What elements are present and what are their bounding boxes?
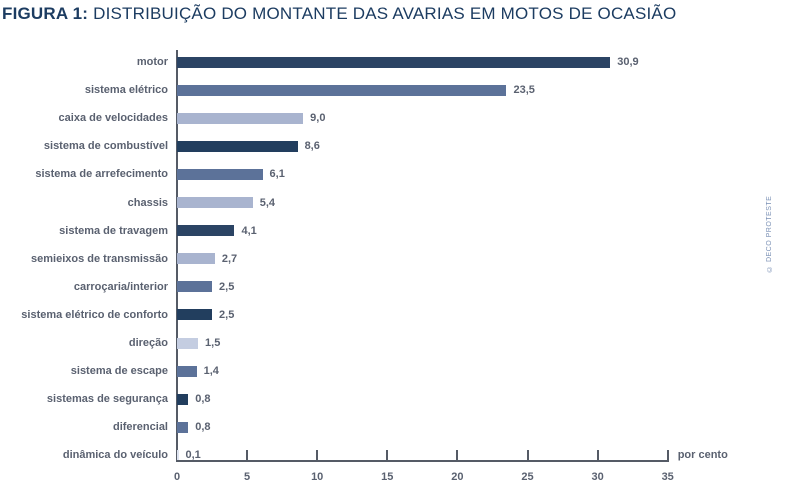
bar bbox=[177, 84, 507, 96]
category-label: sistema elétrico de conforto bbox=[21, 308, 168, 321]
figure-title-prefix: FIGURA 1: bbox=[2, 4, 89, 23]
x-axis-tick bbox=[666, 450, 669, 462]
x-axis-unit-label: por cento bbox=[677, 449, 728, 461]
bar bbox=[177, 168, 263, 180]
bar bbox=[177, 140, 298, 152]
category-label: caixa de velocidades bbox=[58, 112, 168, 125]
x-axis-tick bbox=[526, 450, 529, 462]
bar-value-label: 4,1 bbox=[241, 224, 257, 237]
x-axis-tick bbox=[596, 450, 599, 462]
x-axis-tick-label: 35 bbox=[661, 471, 674, 483]
bar-value-label: 23,5 bbox=[513, 84, 535, 97]
bar bbox=[177, 393, 189, 405]
bar-value-label: 1,5 bbox=[205, 337, 221, 349]
bar-value-label: 2,7 bbox=[221, 252, 238, 265]
x-axis-tick-label: 5 bbox=[244, 471, 251, 483]
figure-title: FIGURA 1: DISTRIBUIÇÃO DO MONTANTE DAS A… bbox=[2, 4, 676, 24]
bar bbox=[177, 281, 213, 293]
category-label: sistema de travagem bbox=[59, 224, 168, 237]
category-label: sistema de combustível bbox=[43, 140, 168, 153]
bar-value-label: 8,6 bbox=[304, 140, 320, 153]
bar bbox=[177, 197, 253, 208]
bar bbox=[177, 449, 179, 461]
category-label: sistemas de segurança bbox=[46, 393, 168, 406]
figure-title-text: DISTRIBUIÇÃO DO MONTANTE DAS AVARIAS EM … bbox=[88, 4, 677, 23]
bar-value-label: 2,5 bbox=[219, 280, 235, 293]
bar-value-label: 2,5 bbox=[219, 308, 235, 321]
category-label: diferencial bbox=[112, 421, 168, 434]
bar bbox=[177, 365, 197, 377]
bar bbox=[177, 309, 213, 321]
x-axis-tick-label: 25 bbox=[521, 471, 534, 483]
category-label: sistema elétrico bbox=[84, 84, 168, 97]
x-axis-tick bbox=[386, 450, 389, 462]
bar-value-label: 6,1 bbox=[269, 168, 285, 181]
category-label: direção bbox=[128, 337, 168, 349]
category-label: sistema de arrefecimento bbox=[35, 168, 168, 181]
category-label: carroçaria/interior bbox=[73, 280, 168, 293]
bar-value-label: 5,4 bbox=[259, 196, 275, 209]
x-axis-tick-label: 0 bbox=[173, 471, 181, 483]
bar bbox=[177, 56, 611, 68]
category-label: sistema de escape bbox=[70, 365, 168, 378]
bar bbox=[177, 421, 189, 433]
x-axis-line bbox=[176, 460, 669, 462]
bar-value-label: 0,8 bbox=[195, 421, 211, 434]
bar bbox=[177, 337, 199, 349]
x-axis-tick bbox=[316, 450, 319, 462]
x-axis-tick-label: 10 bbox=[311, 471, 324, 483]
bar bbox=[177, 225, 235, 237]
bar-value-label: 0,1 bbox=[185, 449, 201, 462]
bar-value-label: 0,8 bbox=[195, 393, 211, 406]
bar-value-label: 9,0 bbox=[310, 112, 326, 125]
bar-value-label: 30,9 bbox=[617, 56, 639, 68]
x-axis-tick bbox=[456, 450, 459, 462]
x-axis-tick-label: 15 bbox=[381, 471, 394, 483]
x-axis-tick bbox=[246, 450, 249, 462]
category-label: motor bbox=[136, 56, 168, 68]
bar-value-label: 1,4 bbox=[203, 365, 219, 378]
category-label: dinâmica do veículo bbox=[62, 449, 168, 462]
category-label: chassis bbox=[127, 196, 168, 209]
x-axis-tick-label: 20 bbox=[451, 471, 464, 483]
bar bbox=[177, 112, 304, 124]
watermark: © DECO PROTESTE bbox=[766, 195, 773, 272]
x-axis-tick-label: 30 bbox=[591, 471, 604, 483]
bar bbox=[177, 253, 215, 265]
category-label: semieixos de transmissão bbox=[31, 252, 168, 265]
